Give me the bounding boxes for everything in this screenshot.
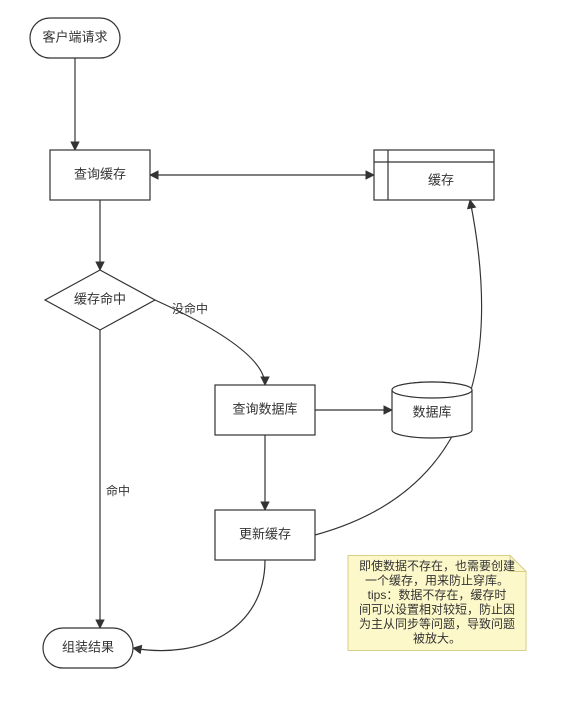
flowchart-canvas: 没命中命中 客户端请求查询缓存 缓存缓存命中查询数据库 数据库更新缓存组装结果 即使数据… [0,0,575,722]
svg-text:一个缓存，用来防止穿库。: 一个缓存，用来防止穿库。 [365,572,509,587]
svg-text:查询数据库: 查询数据库 [232,401,297,416]
edge-update_cache-cache [315,200,482,535]
svg-text:间可以设置相对较短，防止因: 间可以设置相对较短，防止因 [359,601,515,616]
edge-hit_decision-assemble: 命中 [100,330,130,628]
node-query_cache: 查询缓存 [50,150,150,200]
node-update_cache: 更新缓存 [215,510,315,560]
node-cache: 缓存 [374,150,494,200]
svg-text:为主从同步等问题，导致问题: 为主从同步等问题，导致问题 [359,617,515,631]
svg-text:数据库: 数据库 [412,404,451,419]
node-db: 数据库 [392,382,472,438]
node-assemble: 组装结果 [43,628,133,668]
svg-text:命中: 命中 [106,483,130,498]
svg-text:查询缓存: 查询缓存 [74,166,126,181]
edge-update_cache-assemble [133,560,265,651]
svg-text:即使数据不存在，也需要创建: 即使数据不存在，也需要创建 [359,558,515,573]
svg-text:tips：数据不存在，缓存时: tips：数据不存在，缓存时 [368,587,507,602]
svg-text:客户端请求: 客户端请求 [42,29,107,44]
node-hit_decision: 缓存命中 [45,270,155,330]
edge-hit_decision-query_db: 没命中 [155,300,265,385]
svg-text:组装结果: 组装结果 [62,639,114,654]
svg-text:没命中: 没命中 [172,301,208,316]
svg-text:缓存命中: 缓存命中 [74,291,126,306]
node-start: 客户端请求 [30,18,120,58]
note: 即使数据不存在，也需要创建一个缓存，用来防止穿库。tips：数据不存在，缓存时间… [348,556,526,651]
svg-text:被放大。: 被放大。 [413,630,461,645]
node-query_db: 查询数据库 [215,385,315,435]
svg-text:更新缓存: 更新缓存 [239,526,291,541]
svg-text:缓存: 缓存 [428,172,454,187]
